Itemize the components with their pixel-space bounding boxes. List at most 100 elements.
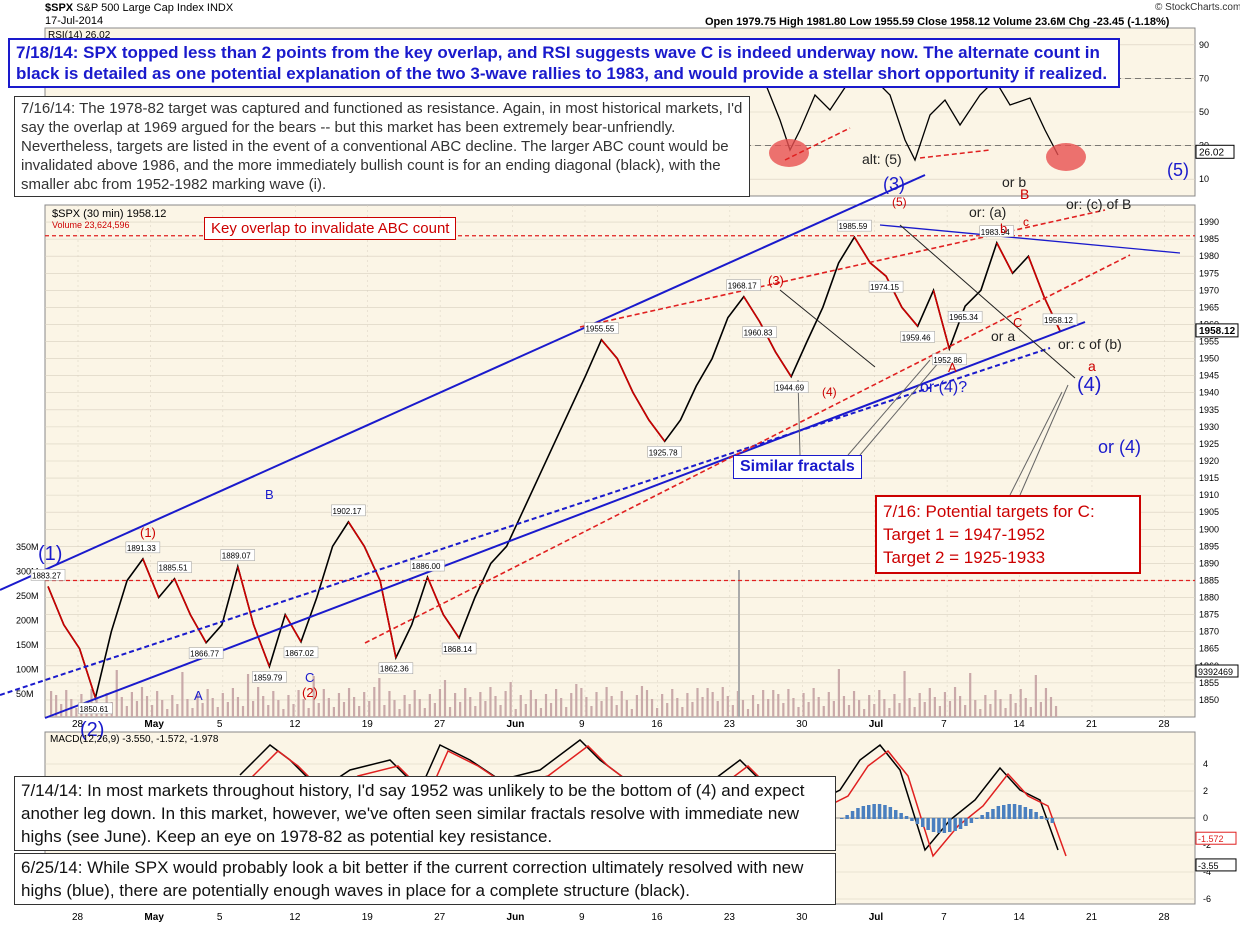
volume-bar — [171, 695, 174, 717]
volume-bar — [691, 702, 694, 717]
x-tick-label: 27 — [434, 719, 446, 730]
price-point-label: 1886.00 — [412, 562, 441, 571]
volume-bar — [75, 708, 78, 717]
price-down-segment — [252, 624, 271, 667]
macd-tick-label: -2 — [1203, 840, 1211, 850]
macd-value-box — [1195, 858, 1237, 872]
price-label-box — [837, 219, 872, 232]
volume-bar — [125, 706, 128, 717]
volume-bar — [252, 701, 255, 717]
rsi-trend-line — [919, 149, 991, 159]
macd-hist-bar — [845, 815, 849, 819]
volume-bar — [297, 690, 300, 717]
volume-bar — [454, 693, 457, 717]
volume-bar — [787, 689, 790, 717]
volume-bar — [686, 693, 689, 717]
volume-bar — [565, 707, 568, 717]
volume-bar — [873, 704, 876, 717]
price-tick-label: 1880 — [1199, 593, 1219, 603]
price-tick-label: 1930 — [1199, 422, 1219, 432]
volume-bar — [913, 707, 916, 717]
macd-hist-bar — [969, 818, 974, 823]
volume-bar — [368, 701, 371, 717]
volume-bar — [469, 697, 472, 717]
price-down-segment — [47, 586, 65, 626]
volume-bar — [378, 678, 381, 717]
volume-bar — [226, 702, 229, 717]
rsi-tick-label: 50 — [1199, 107, 1209, 117]
price-down-segment — [173, 578, 192, 615]
volume-bar — [221, 693, 224, 717]
price-tick-label: 1920 — [1199, 456, 1219, 466]
price-label-box — [188, 647, 224, 659]
volume-bar — [474, 706, 477, 717]
macd-hist-bar — [1007, 804, 1011, 819]
rsi-tick-label: 90 — [1199, 40, 1209, 50]
volume-bar — [140, 687, 144, 717]
price-down-segment — [743, 296, 761, 323]
volume-bar — [812, 688, 815, 717]
volume-bar — [1004, 708, 1007, 717]
x-tick-label-bottom: 9 — [579, 912, 585, 923]
volume-bar — [878, 690, 881, 717]
price-point-label: 1866.77 — [190, 650, 219, 659]
volume-bar — [161, 700, 164, 717]
volume-bar — [176, 704, 179, 717]
volume-bar — [575, 684, 578, 717]
volume-bar — [656, 708, 659, 717]
wave-label: or (4) — [1098, 437, 1141, 457]
wave-label: or b — [1002, 174, 1026, 190]
macd-hist-bar — [1050, 818, 1055, 823]
volume-bar — [231, 688, 234, 717]
volume-bar — [55, 695, 58, 717]
wave-label: b — [1000, 221, 1007, 236]
volume-bar — [443, 680, 447, 717]
price-down-segment — [379, 580, 397, 658]
volume-bar — [802, 693, 805, 717]
pointer-line — [859, 354, 946, 456]
x-tick-label-bottom: 16 — [651, 912, 663, 923]
price-point-label: 1859.79 — [253, 674, 282, 683]
macd-hist-bar — [904, 816, 909, 819]
volume-tick-label: 350M — [16, 542, 39, 552]
price-down-segment — [853, 236, 871, 264]
macd-tick-label: 4 — [1203, 759, 1208, 769]
price-down-segment — [442, 614, 460, 639]
price-label-box — [252, 671, 287, 683]
x-tick-label-bottom: 28 — [1158, 912, 1170, 923]
price-tick-label: 1895 — [1199, 541, 1219, 551]
price-point-label: 1925.78 — [649, 448, 678, 457]
volume-bar — [60, 704, 63, 717]
volume-bar — [257, 687, 260, 717]
chart-header: $SPX S&P 500 Large Cap Index INDX — [45, 2, 233, 14]
macd-hist-bar — [985, 812, 990, 819]
volume-bar — [201, 703, 204, 717]
volume-bar — [782, 703, 785, 717]
price-label-box — [1042, 313, 1078, 326]
volume-tick-label: 50M — [16, 689, 34, 699]
volume-bar — [418, 699, 421, 717]
price-label-box — [932, 353, 967, 366]
volume-bar — [852, 691, 856, 717]
volume-bar — [858, 700, 861, 717]
volume-bar — [605, 687, 608, 717]
x-tick-label-bottom: 14 — [1014, 912, 1026, 923]
price-down-segment — [236, 566, 255, 626]
volume-bar — [353, 697, 356, 717]
x-tick-label: 7 — [941, 719, 947, 730]
volume-bar — [50, 691, 53, 717]
macd-hist-bar — [1018, 805, 1022, 819]
volume-bar — [317, 703, 320, 717]
price-label-box — [410, 559, 445, 572]
macd-hist-bar — [1034, 812, 1038, 819]
volume-bar — [635, 695, 638, 717]
price-down-segment — [63, 624, 81, 650]
volume-bar — [701, 697, 704, 717]
price-point-label: 1889.07 — [222, 552, 251, 561]
volume-bar — [211, 698, 214, 717]
volume-bar — [827, 692, 830, 717]
volume-bar — [166, 709, 169, 717]
price-down-segment — [600, 339, 618, 360]
volume-bar — [337, 693, 341, 717]
price-tick-label: 1965 — [1199, 302, 1219, 312]
